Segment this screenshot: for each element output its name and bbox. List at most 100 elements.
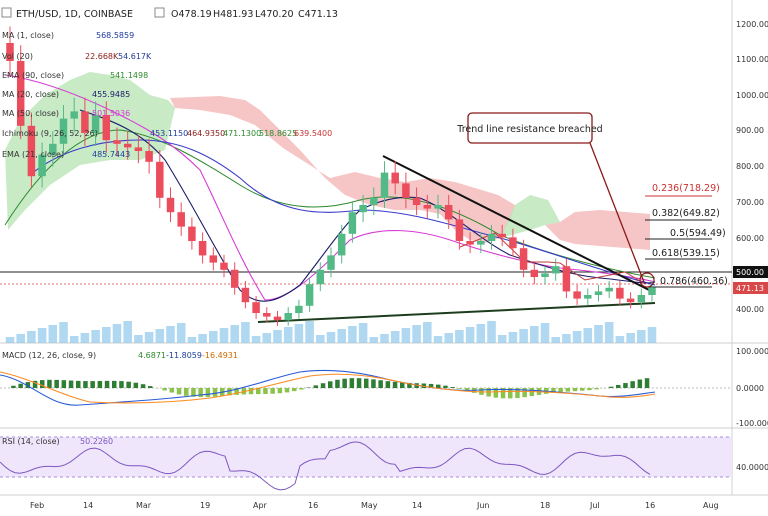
price-tick-400: 400.00	[736, 305, 764, 314]
price-tick-1000: 1000.00	[736, 91, 768, 100]
macd-hist-bar	[69, 381, 74, 388]
candle-body	[177, 212, 184, 226]
candle-body	[113, 140, 120, 144]
legend-ma50-value: 501.5036	[92, 109, 130, 118]
volume-bar	[241, 322, 250, 343]
macd-hist-bar	[90, 381, 95, 388]
volume-bar	[616, 336, 625, 343]
price-tag-last: 471.13	[736, 284, 764, 293]
macd-hist-bar	[623, 383, 628, 388]
macd-hist-bar	[573, 388, 578, 391]
volume-bar	[551, 337, 560, 343]
candle-body	[648, 287, 655, 295]
volume-bar	[70, 336, 79, 343]
macd-hist-bar	[587, 388, 592, 390]
volume-bar	[263, 333, 272, 343]
macd-hist-bar	[450, 387, 455, 388]
candle-body	[605, 288, 612, 292]
candle-body	[595, 291, 602, 295]
volume-bar	[156, 329, 165, 343]
volume-bar	[370, 337, 379, 343]
volume-bar	[145, 332, 154, 343]
macd-hist-bar	[98, 381, 103, 388]
macd-hist-bar	[270, 388, 275, 394]
candle-body	[413, 198, 420, 205]
volume-bar	[648, 327, 657, 343]
fib-label-05: 0.5(594.49)	[670, 228, 726, 239]
macd-hist-bar	[558, 388, 563, 392]
macd-hist-bar	[393, 382, 398, 388]
candle-body	[638, 295, 645, 302]
volume-bar	[327, 332, 336, 343]
candle-body	[445, 205, 452, 219]
macd-hist-bar	[112, 381, 117, 388]
volume-bar	[626, 333, 635, 343]
volume-bar	[123, 321, 132, 343]
candle-body	[520, 248, 527, 270]
macd-hist-bar	[378, 380, 383, 388]
candle-body	[349, 212, 356, 234]
macd-hist-bar	[458, 388, 463, 389]
legend-ma-value: 568.5859	[96, 31, 134, 40]
collapse-icon[interactable]	[2, 8, 11, 17]
price-tick-800: 800.00	[736, 162, 764, 171]
candle-body	[434, 205, 441, 209]
candle-body	[424, 205, 431, 209]
legend-ema90-label: EMA (90, close)	[2, 71, 64, 80]
volume-bar	[305, 321, 314, 343]
macd-hist-bar	[62, 380, 67, 388]
candle-body	[199, 241, 206, 255]
macd-hist-bar	[335, 380, 340, 388]
volume-bar	[391, 331, 400, 343]
time-tick-16jul: 16	[645, 501, 655, 510]
macd-hist-bar	[162, 388, 167, 390]
volume-bar	[27, 331, 36, 343]
time-tick-14may: 14	[412, 501, 422, 510]
volume-bar	[402, 328, 411, 343]
macd-hist-bar	[278, 388, 283, 393]
macd-hist-bar	[11, 386, 16, 388]
macd-hist-bar	[566, 388, 571, 392]
candle-body	[284, 313, 291, 320]
candle-body	[210, 255, 217, 262]
legend-vol-v2: 54.617K	[118, 52, 152, 61]
volume-bar	[337, 329, 346, 343]
volume-bar	[316, 335, 325, 343]
candle-body	[242, 288, 249, 302]
legend-ichimoku-v4: 518.8625	[259, 129, 297, 138]
time-tick-jul: Jul	[589, 501, 600, 510]
candle-body	[295, 306, 302, 313]
ohlc-high: H481.93	[213, 9, 253, 20]
macd-hist-bar	[580, 388, 585, 391]
time-tick-14feb: 14	[83, 501, 93, 510]
time-tick-apr: Apr	[253, 501, 268, 510]
candle-body	[359, 205, 366, 212]
volume-bar	[359, 323, 368, 343]
macd-hist-bar	[371, 379, 376, 388]
settings-icon[interactable]	[155, 8, 164, 17]
candle-body	[327, 255, 334, 269]
volume-bar	[198, 334, 207, 343]
volume-bar	[220, 328, 229, 343]
macd-hist-bar	[54, 380, 59, 388]
macd-hist-bar	[119, 381, 124, 388]
volume-bar	[91, 330, 100, 343]
volume-bar	[434, 336, 443, 343]
candle-body	[274, 317, 281, 321]
volume-bar	[519, 329, 528, 343]
macd-hist-bar	[83, 381, 88, 388]
ohlc-open: O478.19	[171, 9, 212, 20]
macd-hist-bar	[314, 385, 319, 388]
candle-body	[135, 147, 142, 151]
volume-bar	[455, 330, 464, 343]
rsi-legend-value: 50.2260	[80, 437, 113, 446]
macd-hist-bar	[18, 384, 23, 388]
volume-bar	[6, 337, 15, 343]
macd-hist-bar	[292, 388, 297, 391]
volume-bar	[348, 326, 357, 343]
candle-body	[552, 266, 559, 273]
macd-hist-bar	[213, 388, 218, 397]
volume-bar	[530, 326, 539, 343]
volume-bar	[444, 333, 453, 343]
